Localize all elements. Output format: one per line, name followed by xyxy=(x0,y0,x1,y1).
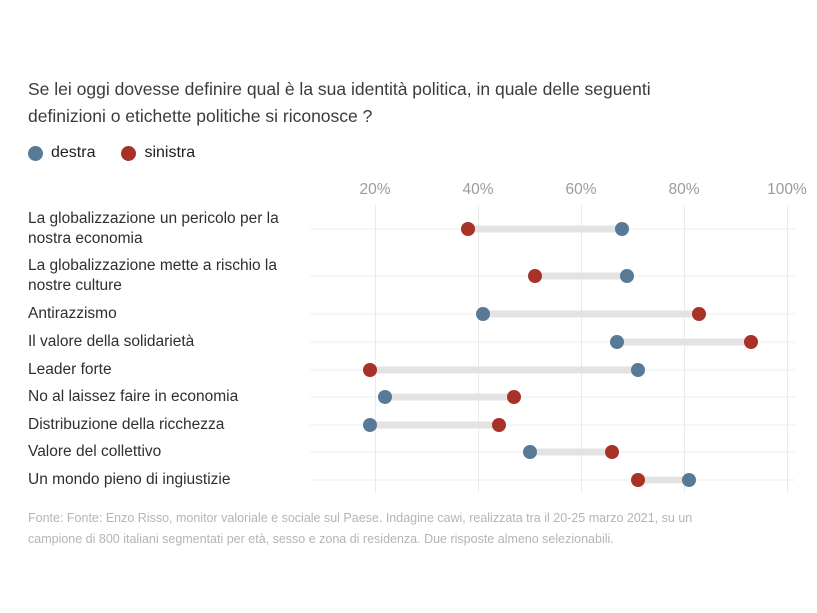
gridline xyxy=(787,205,788,492)
dot-destra[interactable] xyxy=(362,417,377,432)
category-label: Antirazzismo xyxy=(28,304,117,322)
connector-bar xyxy=(483,310,700,317)
row-baseline xyxy=(310,479,795,480)
legend: destra sinistra xyxy=(28,144,195,162)
dot-destra[interactable] xyxy=(682,472,697,487)
category-label: Distribuzione della ricchezza xyxy=(28,415,225,433)
category-labels: La globalizzazione un pericolo per la no… xyxy=(28,205,310,495)
x-axis-tick: 20% xyxy=(359,181,391,198)
page-title-line-1: Se lei oggi dovesse definire qual è la s… xyxy=(28,79,651,99)
category-label: Il valore della solidarietà xyxy=(28,332,195,350)
x-axis-tick: 60% xyxy=(565,181,597,198)
x-axis-tick: 40% xyxy=(462,181,494,198)
dot-destra[interactable] xyxy=(615,222,630,236)
legend-item-sinistra[interactable]: sinistra xyxy=(121,144,195,162)
category-label: La globalizzazione mette a rischio la no… xyxy=(28,257,277,294)
legend-dot-destra-icon xyxy=(28,145,43,161)
footer-line-1: Fonte: Fonte: Enzo Risso, monitor valori… xyxy=(28,511,693,525)
footer-source: Fonte: Fonte: Enzo Risso, monitor valori… xyxy=(28,508,800,550)
page-title-line-2: definizioni o etichette politiche si ric… xyxy=(28,106,373,126)
connector-bar xyxy=(529,448,612,456)
dot-sinistra[interactable] xyxy=(507,390,522,404)
category-label: Un mondo pieno di ingiustizie xyxy=(28,470,231,488)
gridline xyxy=(478,205,479,492)
dot-destra[interactable] xyxy=(378,390,393,404)
legend-dot-sinistra-icon xyxy=(121,145,137,161)
footer-line-2: campione di 800 italiani segmentati per … xyxy=(28,532,614,546)
legend-item-destra[interactable]: destra xyxy=(28,144,95,162)
gridline xyxy=(684,205,685,492)
category-label: La globalizzazione un pericolo per la no… xyxy=(28,210,279,247)
dot-destra[interactable] xyxy=(476,306,491,321)
connector-bar xyxy=(637,476,690,483)
legend-label-sinistra: sinistra xyxy=(144,144,196,161)
category-label: No al laissez faire in economia xyxy=(28,388,239,405)
plot-area: 20% 40% 60% 80% 100% xyxy=(272,181,807,492)
dot-sinistra[interactable] xyxy=(491,417,506,432)
dot-sinistra[interactable] xyxy=(692,306,707,321)
gridline xyxy=(581,205,582,492)
dot-sinistra[interactable] xyxy=(460,222,475,236)
x-axis-tick: 100% xyxy=(767,181,807,198)
dot-sinistra[interactable] xyxy=(604,445,619,459)
connector-bar xyxy=(369,421,499,428)
row-baseline xyxy=(310,424,795,425)
connector-bar xyxy=(534,272,628,280)
category-label: Leader forte xyxy=(28,360,112,378)
row-baseline xyxy=(310,341,795,342)
dot-destra[interactable] xyxy=(610,334,625,349)
dot-sinistra[interactable] xyxy=(362,362,377,377)
connector-bar xyxy=(467,225,623,233)
page-title: Se lei oggi dovesse definire qual è la s… xyxy=(28,76,768,130)
dot-sinistra[interactable] xyxy=(527,269,542,283)
gridline xyxy=(375,205,376,492)
dot-sinistra[interactable] xyxy=(743,334,758,349)
legend-label-destra: destra xyxy=(51,144,96,161)
dot-destra[interactable] xyxy=(522,445,537,459)
connector-bar xyxy=(369,366,638,373)
connector-bar xyxy=(385,393,515,401)
dot-destra[interactable] xyxy=(620,269,635,283)
dot-sinistra[interactable] xyxy=(630,472,645,487)
connector-bar xyxy=(617,338,751,345)
dot-destra[interactable] xyxy=(630,362,645,377)
x-axis-tick: 80% xyxy=(668,181,700,198)
category-label: Valore del collettivo xyxy=(28,443,162,460)
row-baseline xyxy=(310,396,795,398)
